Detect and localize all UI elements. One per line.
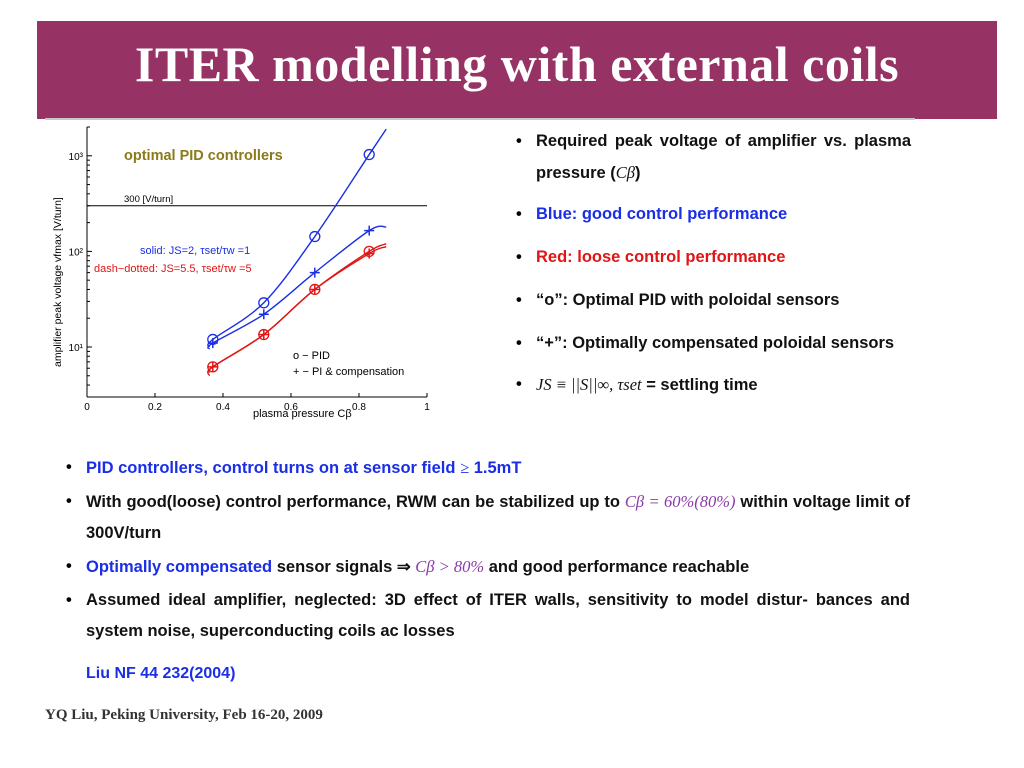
marker-circle xyxy=(363,148,375,161)
bullet-pid-controllers: PID controllers, control turns on at sen… xyxy=(66,452,910,484)
bullet-text-end: 1.5mT xyxy=(469,459,522,477)
settling-time-text: = settling time xyxy=(641,376,758,394)
voltage-vs-pressure-chart: 300 [V/turn] optimal PID controllers sol… xyxy=(52,126,430,420)
title-divider xyxy=(45,118,915,120)
bullet-plus-compensated: “+”: Optimally compensated poloidal sens… xyxy=(516,328,911,359)
bullet-required-voltage: Required peak voltage of amplifier vs. p… xyxy=(516,126,911,189)
y-tick-label: 10³ xyxy=(69,152,84,163)
bullet-blue-good: Blue: good control performance xyxy=(516,199,911,230)
y-axis-label: amplifier peak voltage vfmax [V/turn] xyxy=(52,197,64,367)
slide-title: ITER modelling with external coils xyxy=(134,36,900,92)
slide-footer: YQ Liu, Peking University, Feb 16-20, 20… xyxy=(45,707,323,723)
bullet-o-pid: “o”: Optimal PID with poloidal sensors xyxy=(516,285,911,316)
marker-circle xyxy=(258,297,270,309)
y-tick-label: 10² xyxy=(69,247,84,258)
axis-ticks: 0 0.2 0.4 0.6 0.8 1 10¹ 10² 10³ xyxy=(69,126,430,413)
title-bar: ITER modelling with external coils xyxy=(37,21,997,119)
legend-dash-dotted: dash−dotted: JS=5.5, τset/τw =5 xyxy=(94,263,252,275)
bullet-text-end: within voltage limit of 300V/turn xyxy=(86,493,911,542)
x-tick-label: 0.4 xyxy=(216,402,230,413)
bullet-compensated-sensors: Optimally compensated sensor signals ⇒ C… xyxy=(66,551,910,583)
reference-line-label: 300 [V/turn] xyxy=(124,194,173,205)
x-tick-label: 0 xyxy=(84,402,90,413)
bullet-assumptions: Assumed ideal amplifier, neglected: 3D e… xyxy=(66,585,910,647)
marker-circle xyxy=(309,230,321,243)
bullet-good-loose-performance: With good(loose) control performance, RW… xyxy=(66,486,910,549)
c-beta-formula: Cβ > 80% xyxy=(415,557,485,576)
bullet-text: Required peak voltage of amplifier vs. p… xyxy=(536,132,911,182)
bullet-text-close: ) xyxy=(635,164,641,182)
js-formula: JS ≡ ||S||∞, τset xyxy=(536,375,642,394)
bottom-bullet-list: PID controllers, control turns on at sen… xyxy=(66,452,910,649)
bullet-js-definition: JS ≡ ||S||∞, τset = settling time xyxy=(516,369,911,401)
x-tick-label: 1 xyxy=(424,402,430,413)
geq-symbol: ≥ xyxy=(460,458,470,477)
legend-marker-pi: + − PI & compensation xyxy=(293,366,404,378)
bullet-highlight: Optimally compensated xyxy=(86,558,273,576)
bullet-red-loose: Red: loose control performance xyxy=(516,242,911,273)
x-axis-label: plasma pressure Cβ xyxy=(253,408,352,420)
bullet-text: PID controllers, control turns on at sen… xyxy=(86,459,461,477)
legend-marker-pid: o − PID xyxy=(293,350,330,362)
x-tick-label: 0.6 xyxy=(284,402,298,413)
series-line-3 xyxy=(207,246,387,377)
c-beta-formula: Cβ = 60%(80%) xyxy=(624,492,736,511)
bullet-text: With good(loose) control performance, RW… xyxy=(86,493,625,511)
bullet-text: sensor signals ⇒ xyxy=(272,558,416,576)
series-markers xyxy=(207,148,375,373)
y-tick-label: 10¹ xyxy=(69,343,84,354)
x-tick-label: 0.8 xyxy=(352,402,366,413)
chart-title: optimal PID controllers xyxy=(124,148,283,164)
right-bullet-list: Required peak voltage of amplifier vs. p… xyxy=(516,126,911,401)
x-tick-label: 0.2 xyxy=(148,402,162,413)
c-beta-symbol: Cβ xyxy=(615,163,636,182)
legend-solid: solid: JS=2, τset/τw =1 xyxy=(140,245,250,257)
citation-reference: Liu NF 44 232(2004) xyxy=(86,665,236,682)
bullet-text-end: and good performance reachable xyxy=(484,558,750,576)
